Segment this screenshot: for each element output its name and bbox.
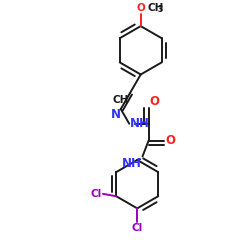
Text: O: O (150, 94, 160, 108)
Text: NH: NH (122, 157, 142, 170)
Text: 3: 3 (157, 5, 162, 14)
Text: CH: CH (148, 2, 164, 12)
Text: NH: NH (130, 117, 150, 130)
Text: N: N (111, 108, 121, 121)
Text: Cl: Cl (132, 222, 143, 232)
Text: CH: CH (112, 94, 129, 104)
Text: O: O (136, 2, 145, 12)
Text: O: O (165, 134, 175, 147)
Text: Cl: Cl (91, 189, 102, 199)
